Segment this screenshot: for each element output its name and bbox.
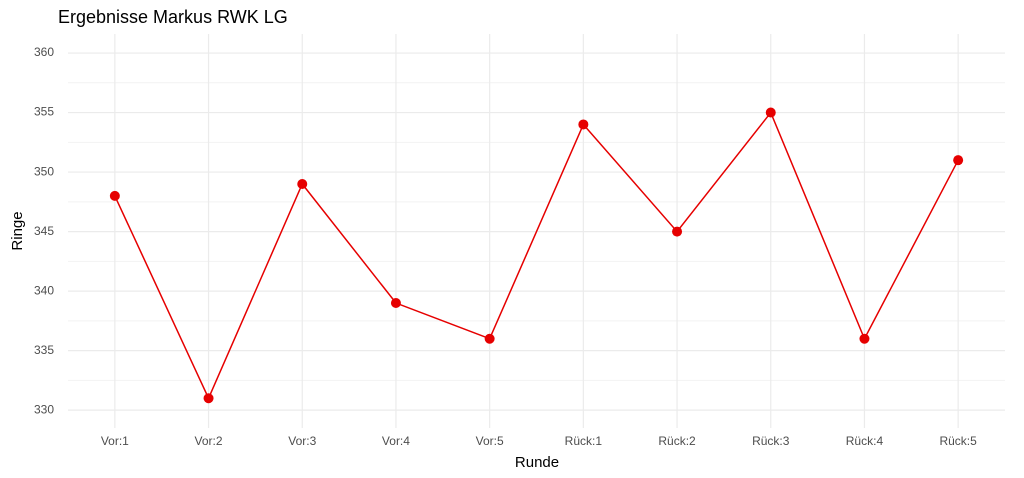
y-tick-label: 340 (34, 283, 54, 297)
x-tick-label: Rück:1 (565, 434, 603, 448)
y-tick-label: 330 (34, 402, 54, 416)
x-tick-label: Vor:5 (476, 434, 504, 448)
y-tick-label: 335 (34, 343, 54, 357)
point (953, 155, 964, 166)
x-tick-label: Vor:1 (101, 434, 129, 448)
y-axis-title: Ringe (9, 211, 26, 250)
point (672, 226, 683, 237)
point (203, 393, 214, 404)
point (484, 333, 495, 344)
x-tick-label: Vor:2 (195, 434, 223, 448)
x-axis-title: Runde (515, 454, 559, 471)
point (578, 119, 589, 130)
x-tick-label: Vor:3 (288, 434, 316, 448)
y-tick-label: 355 (34, 105, 54, 119)
x-tick-label: Rück:4 (846, 434, 884, 448)
x-tick-label: Rück:3 (752, 434, 790, 448)
y-tick-label: 360 (34, 45, 54, 59)
point (765, 107, 776, 118)
chart-title: Ergebnisse Markus RWK LG (58, 7, 288, 27)
line (114, 111, 959, 401)
x-tick-label: Vor:4 (382, 434, 410, 448)
point (390, 298, 401, 309)
point (297, 178, 308, 189)
y-tick-label: 350 (34, 164, 54, 178)
y-tick-label: 345 (34, 224, 54, 238)
point (859, 333, 870, 344)
x-tick-label: Rück:2 (658, 434, 696, 448)
x-tick-label: Rück:5 (939, 434, 977, 448)
point (109, 190, 120, 201)
